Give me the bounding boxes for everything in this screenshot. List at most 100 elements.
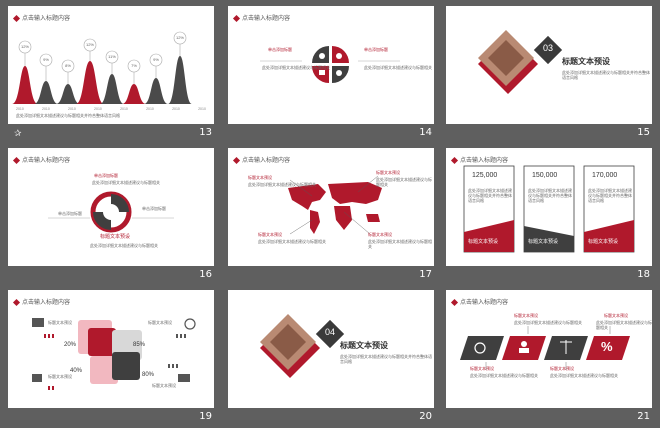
slide-13-footer: ✰ 13 [8, 127, 214, 141]
slide-14-label-right: 单击添加标题 [364, 47, 388, 52]
slide-thumbnail-13[interactable]: 点击输入标题内容 [8, 6, 220, 144]
slide-number: 13 [199, 127, 212, 138]
slide-21-step-banner [460, 326, 630, 370]
slide-14-body-left: 此处添加详细文本描述建议与标题相关 [262, 65, 330, 70]
stat-body: 此处添加详细文本描述建议与标题相关并符合整体语言风格 [468, 188, 512, 203]
year-labels: 2010 2010 2010 2010 2010 2010 2010 2010 [16, 107, 206, 111]
slide-16-top-label: 单击添加标题 [94, 173, 118, 178]
map-body: 此处添加详细文本描述建议与标题相关 [368, 239, 432, 249]
slide-thumbnail-14[interactable]: 点击输入标题内容 单击添加标题 此处添加详细文本描述建议与标题相关 单击添加标题… [228, 6, 440, 144]
step-body: 此处添加详细文本描述建议与标题相关 [596, 320, 652, 330]
year-label: 2010 [120, 107, 128, 111]
slide-17-world-map [288, 175, 382, 235]
slide-14-quadrant-graphic [260, 46, 400, 83]
item-label: 标题文本预设 [48, 374, 72, 379]
slide-18-header: 点击输入标题内容 [450, 155, 508, 164]
slide-14-label-left: 单击添加标题 [268, 47, 292, 52]
slide-number: 20 [419, 411, 432, 422]
slide-number: 14 [419, 127, 432, 138]
slide-20-canvas[interactable]: 04 标题文本预设 此处添加详细文本描述建议与标题相关并符合整体语言风格 [228, 290, 434, 408]
percent-label: 85% [133, 342, 146, 348]
slide-13-mountain-chart [12, 31, 192, 104]
slide-16-canvas[interactable]: 点击输入标题内容 单击添加标题 此处添加详细文本描述建议与标题相关 单击添加标题… [8, 148, 214, 266]
slide-16-header: 点击输入标题内容 [12, 155, 70, 164]
slide-thumbnail-17[interactable]: 点击输入标题内容 标题文本预设 此处添加详细文本描述建议与标题相关 标题文本预设… [228, 148, 440, 286]
percent-icon: % [601, 339, 613, 354]
map-label: 标题文本预设 [248, 175, 272, 180]
slide-19-square-graphic [32, 318, 196, 390]
stat-body: 此处添加详细文本描述建议与标题相关并符合整体语言风格 [528, 188, 572, 203]
map-label: 标题文本预设 [258, 232, 282, 237]
slide-thumbnail-20[interactable]: 04 标题文本预设 此处添加详细文本描述建议与标题相关并符合整体语言风格 20 [228, 290, 440, 428]
year-label: 2010 [198, 107, 206, 111]
card-title: 标题文本预设 [588, 239, 619, 245]
animation-star-icon[interactable]: ✰ [14, 128, 22, 138]
slide-13-canvas[interactable]: 点击输入标题内容 [8, 6, 214, 124]
item-label: 标题文本预设 [48, 320, 72, 325]
slide-number: 16 [199, 269, 212, 280]
slide-13-header: 点击输入标题内容 [12, 13, 70, 22]
slide-15-title: 标题文本预设 [562, 57, 610, 66]
year-label: 2010 [172, 107, 180, 111]
year-label: 2010 [42, 107, 50, 111]
step-label: 标题文本预设 [514, 313, 538, 318]
step-body: 此处添加详细文本描述建议与标题相关 [514, 320, 582, 325]
step-label: 标题文本预设 [470, 366, 494, 371]
slide-14-canvas[interactable]: 点击输入标题内容 单击添加标题 此处添加详细文本描述建议与标题相关 单击添加标题… [228, 6, 434, 124]
step-label: 标题文本预设 [550, 366, 574, 371]
slide-16-caption-body: 此处添加详细文本描述建议与标题相关 [90, 243, 158, 248]
slide-16-right-label: 单击添加标题 [142, 206, 166, 211]
slide-15-photo-diamond [478, 30, 563, 94]
year-label: 2010 [16, 107, 24, 111]
slide-thumbnail-19[interactable]: 点击输入标题内容 20% [8, 290, 220, 428]
slide-number: 19 [199, 411, 212, 422]
slide-15-footer: 15 [446, 127, 652, 141]
slide-number: 18 [637, 269, 650, 280]
slide-18-stat-cards [463, 165, 635, 253]
slide-thumbnail-16[interactable]: 点击输入标题内容 单击添加标题 此处添加详细文本描述建议与标题相关 单击添加标题… [8, 148, 220, 286]
stat-body: 此处添加详细文本描述建议与标题相关并符合整体语言风格 [588, 188, 632, 203]
slide-16-cycle-graphic [48, 191, 174, 233]
slide-20-footer: 20 [228, 411, 434, 425]
slide-20-subtitle: 此处添加详细文本描述建议与标题相关并符合整体语言风格 [340, 354, 432, 364]
stat-value: 150,000 [532, 172, 558, 179]
data-label: 7% [131, 63, 137, 68]
slide-thumbnail-18[interactable]: 点击输入标题内容 125,000 150,000 170,000 此处添加详细文… [446, 148, 658, 286]
slide-thumbnail-15[interactable]: 03 标题文本预设 此处添加详细文本描述建议与标题相关并符合整体语言风格 15 [446, 6, 658, 144]
slide-21-canvas[interactable]: 点击输入标题内容 % 标题文本预设 此处添加详细文本描述建议与标题相关 标题文本… [446, 290, 652, 408]
slide-16-left-label: 单击添加标题 [58, 211, 82, 216]
slide-18-canvas[interactable]: 点击输入标题内容 125,000 150,000 170,000 此处添加详细文… [446, 148, 652, 266]
slide-thumbnail-21[interactable]: 点击输入标题内容 % 标题文本预设 此处添加详细文本描述建议与标题相关 标题文本… [446, 290, 658, 428]
map-label: 标题文本预设 [368, 232, 392, 237]
slide-19-footer: 19 [8, 411, 214, 425]
slide-19-canvas[interactable]: 点击输入标题内容 20% [8, 290, 214, 408]
slide-17-header: 点击输入标题内容 [232, 155, 290, 164]
year-label: 2010 [68, 107, 76, 111]
item-label: 标题文本预设 [148, 320, 172, 325]
slide-15-subtitle: 此处添加详细文本描述建议与标题相关并符合整体语言风格 [562, 70, 650, 80]
slide-15-badge: 03 [542, 43, 553, 53]
percent-label: 40% [70, 368, 83, 374]
stat-value: 170,000 [592, 172, 618, 179]
slide-16-footer: 16 [8, 269, 214, 283]
year-label: 2010 [94, 107, 102, 111]
data-label: 9% [43, 57, 49, 62]
slide-17-canvas[interactable]: 点击输入标题内容 标题文本预设 此处添加详细文本描述建议与标题相关 标题文本预设… [228, 148, 434, 266]
slide-21-header: 点击输入标题内容 [450, 297, 508, 306]
step-label: 标题文本预设 [604, 313, 628, 318]
data-label: 11% [108, 54, 116, 59]
data-label: 12% [20, 44, 29, 49]
slide-13-body: 此处添加详细文本描述建议与标题相关并符合整体语言风格 [16, 113, 120, 118]
card-title: 标题文本预设 [468, 239, 499, 245]
slide-20-title: 标题文本预设 [340, 341, 388, 350]
slide-14-header: 点击输入标题内容 [232, 13, 290, 22]
slide-18-footer: 18 [446, 269, 652, 283]
step-body: 此处添加详细文本描述建议与标题相关 [470, 373, 538, 378]
step-body: 此处添加详细文本描述建议与标题相关 [550, 373, 618, 378]
slide-16-top-body: 此处添加详细文本描述建议与标题相关 [92, 180, 160, 185]
slide-15-canvas[interactable]: 03 标题文本预设 此处添加详细文本描述建议与标题相关并符合整体语言风格 [446, 6, 652, 124]
map-body: 此处添加详细文本描述建议与标题相关 [376, 177, 432, 187]
percent-label: 80% [142, 372, 155, 378]
map-label: 标题文本预设 [376, 170, 400, 175]
data-label: 8% [65, 63, 71, 68]
